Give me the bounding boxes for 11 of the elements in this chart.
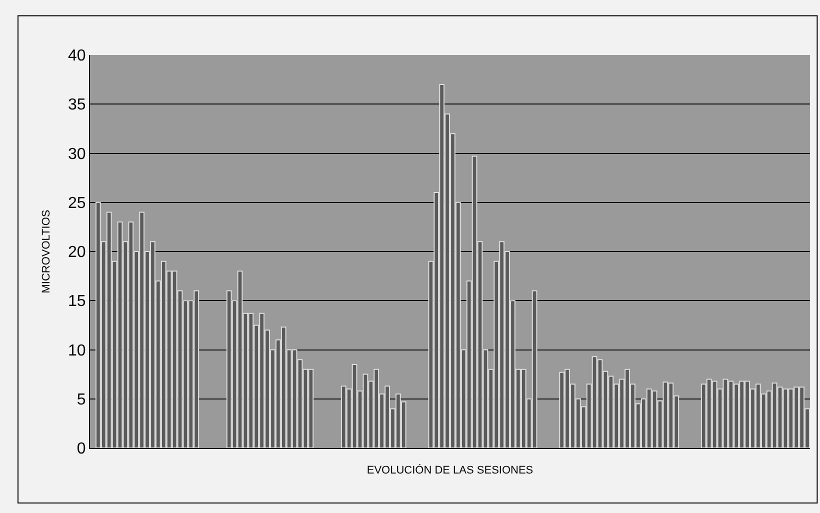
y-tick-label: 20: [68, 244, 86, 262]
y-tick-label: 15: [68, 293, 86, 310]
x-axis-title: EVOLUCIÓN DE LAS SESIONES: [366, 464, 534, 477]
y-tick-label: 30: [68, 146, 86, 163]
y-tick-label: 10: [68, 342, 86, 360]
y-tick-label: 35: [68, 96, 86, 114]
y-tick-label: 25: [68, 194, 86, 212]
y-tick-label: 0: [76, 440, 86, 458]
y-tick-label: 40: [68, 48, 86, 65]
y-tick-label: 5: [76, 391, 86, 408]
y-axis-title: MICROVOLTIOS: [40, 210, 53, 294]
